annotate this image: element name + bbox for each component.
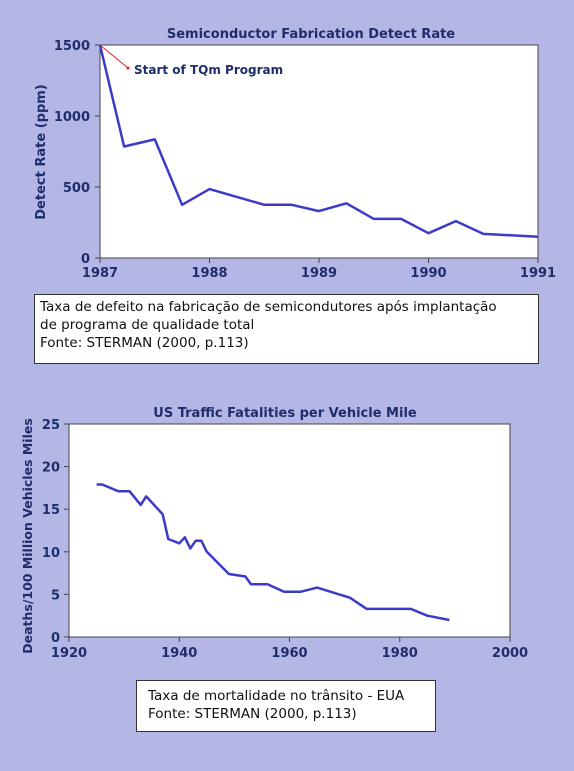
chart2-y-tick-label: 10: [42, 546, 60, 561]
chart2-x-tick-label: 2000: [492, 646, 528, 661]
chart1-x-tick-label: 1990: [410, 266, 446, 281]
chart2-x-tick-label: 1920: [51, 646, 87, 661]
chart1-y-tick-label: 500: [63, 181, 90, 196]
chart1-y-tick-label: 0: [81, 252, 90, 267]
caption-traffic: Taxa de mortalidade no trânsito - EUA Fo…: [136, 680, 436, 732]
chart-traffic-fatalities: US Traffic Fatalities per Vehicle Mile D…: [0, 380, 574, 670]
chart2-title: US Traffic Fatalities per Vehicle Mile: [153, 406, 417, 421]
chart1-x-tick-label: 1989: [301, 266, 337, 281]
chart2-y-tick-label: 20: [42, 461, 60, 476]
chart1-y-axis-label: Detect Rate (ppm): [34, 84, 49, 219]
chart1-title: Semiconductor Fabrication Detect Rate: [167, 27, 455, 42]
chart1-x-tick-label: 1987: [82, 266, 118, 281]
caption1-line2: de programa de qualidade total: [40, 316, 533, 334]
chart2-y-tick-label: 15: [42, 503, 60, 518]
chart2-x-tick-label: 1960: [271, 646, 307, 661]
caption2-line2: Fonte: STERMAN (2000, p.113): [148, 705, 430, 723]
chart1-x-tick-label: 1988: [191, 266, 227, 281]
chart1-annotation-label: Start of TQm Program: [134, 63, 283, 77]
chart2-x-tick-label: 1940: [161, 646, 197, 661]
chart2-plot-area: [69, 424, 510, 637]
chart2-y-tick-label: 5: [51, 588, 60, 603]
chart2-y-tick-label: 25: [42, 418, 60, 433]
chart2-x-tick-label: 1980: [382, 646, 418, 661]
chart1-x-tick-label: 1991: [520, 266, 556, 281]
chart1-y-tick-label: 1500: [54, 39, 90, 54]
caption-semiconductor: Taxa de defeito na fabricação de semicon…: [34, 294, 539, 364]
chart1-annotation-arrow-tip: [127, 67, 130, 70]
chart-semiconductor-defect-rate: Semiconductor Fabrication Detect Rate De…: [0, 0, 574, 290]
chart2-y-axis-label: Deaths/100 Million Vehicles Miles: [20, 418, 35, 654]
chart1-y-tick-label: 1000: [54, 110, 90, 125]
chart2-y-tick-label: 0: [51, 631, 60, 646]
caption1-line3: Fonte: STERMAN (2000, p.113): [40, 334, 533, 352]
caption1-line1: Taxa de defeito na fabricação de semicon…: [40, 298, 533, 316]
caption2-line1: Taxa de mortalidade no trânsito - EUA: [148, 687, 430, 705]
